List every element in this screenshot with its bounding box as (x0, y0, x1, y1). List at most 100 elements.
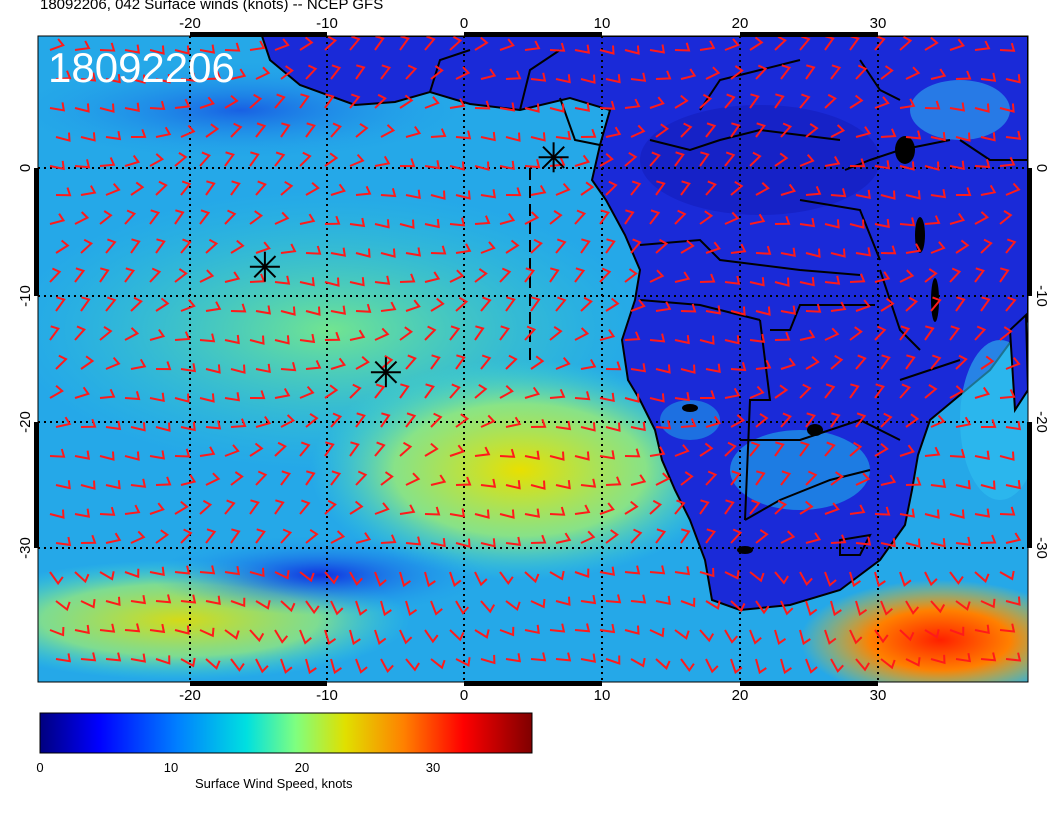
wind-barb (730, 65, 744, 80)
wind-barb (624, 565, 641, 575)
wind-barb (499, 385, 514, 399)
wind-barb (805, 303, 822, 313)
wind-barb (405, 536, 422, 546)
wind-barb (780, 412, 792, 428)
wind-barb (374, 36, 385, 51)
wind-barb (774, 571, 789, 585)
wind-barb (499, 267, 512, 283)
wind-barb (249, 567, 265, 578)
wind-barb (924, 571, 938, 587)
wind-barb (930, 478, 947, 488)
wind-barb (149, 100, 166, 110)
wind-barb (999, 570, 1015, 581)
wind-barb (455, 130, 472, 140)
wind-barb (699, 273, 716, 283)
wind-barb (480, 354, 492, 370)
wind-barb (280, 600, 296, 613)
wind-barb (530, 296, 541, 312)
wind-barb (805, 412, 816, 428)
wind-barb (605, 238, 616, 254)
wind-barb (905, 243, 922, 254)
wind-barb (955, 653, 972, 663)
lon-tick-top-3: 0 (460, 15, 468, 32)
wind-barb (155, 74, 171, 84)
wind-barb (130, 653, 146, 663)
wind-barb (555, 357, 571, 370)
wind-barb (730, 362, 747, 372)
wind-barb (905, 476, 922, 486)
wind-barb (805, 532, 822, 544)
wind-barb (199, 565, 216, 575)
wind-barb (755, 64, 768, 80)
wind-barb (974, 325, 987, 341)
wind-barb (874, 506, 891, 516)
wind-barb (549, 451, 565, 461)
wind-barb (855, 247, 872, 257)
wind-barb (355, 600, 368, 616)
wind-barb (824, 156, 841, 167)
wind-barb (149, 267, 162, 283)
wind-barb (930, 654, 946, 665)
wind-barb (980, 296, 991, 312)
wind-barb (830, 658, 844, 673)
wind-barb (705, 363, 721, 373)
wind-barb (974, 386, 991, 399)
lat-tick-right-2: -10 (1033, 285, 1050, 307)
wind-barb (249, 151, 260, 167)
wind-barb (730, 306, 746, 316)
wind-barb (380, 354, 394, 370)
wind-barb (280, 658, 293, 674)
wind-barb (480, 654, 496, 665)
wind-barb (130, 530, 146, 544)
wind-barb (999, 210, 1013, 225)
wind-barb (905, 413, 920, 428)
wind-barb (405, 600, 418, 617)
wind-barb (55, 70, 72, 80)
wind-barb (774, 499, 788, 515)
wind-barb (855, 126, 872, 138)
wind-barb (405, 64, 418, 80)
wind-barb (430, 354, 441, 370)
wind-barb (999, 389, 1016, 399)
wind-barb (249, 629, 265, 643)
wind-barb (999, 42, 1016, 52)
wind-barb (530, 355, 545, 370)
wind-barb (874, 383, 885, 399)
wind-barb (724, 93, 736, 109)
wind-barb (799, 383, 812, 399)
wind-barb (899, 383, 911, 399)
lat-tick-left-4: -30 (17, 537, 34, 559)
wind-barb (449, 383, 461, 399)
wind-barb (105, 596, 121, 607)
wind-barb (205, 528, 217, 544)
wind-barb (649, 393, 665, 403)
wind-barb (880, 297, 895, 312)
wind-barb (930, 600, 946, 614)
wind-barb (980, 534, 997, 544)
wind-barb (1005, 652, 1022, 662)
colorbar-tick-0: 0 (36, 760, 44, 775)
wind-barb (324, 93, 335, 109)
wind-barb (49, 448, 66, 458)
wind-barb (199, 627, 215, 638)
wind-barb (949, 626, 965, 637)
wind-barb (499, 160, 515, 171)
wind-barb (355, 303, 372, 313)
wind-barb (705, 600, 721, 610)
wind-barb (1005, 532, 1022, 544)
wind-barb (1005, 238, 1017, 254)
wind-barb (324, 331, 341, 341)
wind-barb (124, 44, 140, 54)
wind-barb (130, 128, 147, 138)
wind-barb (930, 354, 942, 370)
wind-barb (555, 420, 572, 431)
wind-barb (205, 658, 221, 670)
wind-barb (449, 444, 465, 457)
wind-barb (99, 42, 116, 52)
wind-barb (324, 215, 341, 225)
wind-barb (674, 94, 689, 109)
wind-barb (449, 269, 465, 283)
wind-barb (649, 269, 665, 283)
wind-barb (130, 74, 146, 84)
wind-barb (230, 122, 243, 138)
